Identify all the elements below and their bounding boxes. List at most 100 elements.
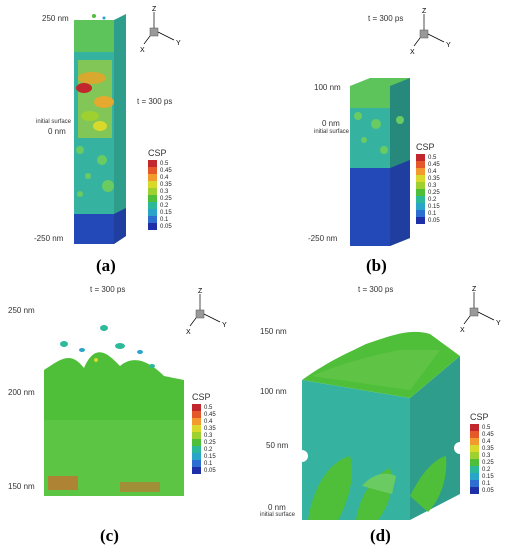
colorbar-level: 0.45 [416, 161, 440, 168]
colorbar-value: 0.3 [428, 182, 437, 189]
colorbar-swatch [470, 452, 479, 459]
tick-a-0: 0 nm [48, 127, 66, 136]
axis-z-b: Z [422, 8, 427, 15]
colorbar-level: 0.1 [148, 216, 172, 223]
colorbar-swatch [416, 203, 425, 210]
colorbar-value: 0.5 [428, 154, 437, 161]
colorbar-value: 0.4 [160, 174, 169, 181]
colorbar-level: 0.3 [148, 188, 172, 195]
tick-a-250: 250 nm [42, 14, 69, 23]
colorbar-title-b: CSP [416, 142, 435, 152]
colorbar-swatch [148, 181, 157, 188]
colorbar-swatch [416, 161, 425, 168]
caption-b: (b) [366, 256, 387, 275]
colorbar-level: 0.05 [148, 223, 172, 230]
colorbar-swatch [416, 210, 425, 217]
simulation-box-d [296, 331, 466, 520]
caption-d: (d) [370, 526, 391, 545]
colorbar-swatch [470, 424, 479, 431]
colorbar-swatch [470, 438, 479, 445]
colorbar-value: 0.1 [160, 216, 169, 223]
colorbar-value: 0.5 [160, 160, 169, 167]
axis-triad-b: Z Y X [410, 8, 451, 56]
colorbar-value: 0.15 [428, 203, 440, 210]
colorbar-swatch [470, 466, 479, 473]
colorbar-level: 0.25 [416, 189, 440, 196]
colorbar-level: 0.3 [192, 432, 216, 439]
colorbar-level: 0.3 [416, 182, 440, 189]
colorbar-swatch [192, 418, 201, 425]
colorbar-swatch [192, 439, 201, 446]
axis-x-b: X [410, 49, 415, 56]
panel-d: t = 300 ps 150 nm 100 nm 50 nm 0 nm init… [260, 280, 515, 550]
colorbar-swatch [192, 460, 201, 467]
colorbar-swatch [192, 453, 201, 460]
colorbar-value: 0.4 [482, 438, 491, 445]
colorbar-b: CSP 0.5 0.45 0.4 0.35 0.3 0.25 0.2 0.15 0.1 0.05 [416, 142, 440, 224]
time-label-d: t = 300 ps [358, 285, 394, 294]
tick-d-0: 0 nm [268, 503, 286, 512]
colorbar-value: 0.4 [204, 418, 213, 425]
colorbar-swatch [148, 167, 157, 174]
axis-x-a: X [140, 47, 145, 54]
surface-label-b: initial surface [314, 129, 350, 135]
colorbar-level: 0.15 [192, 453, 216, 460]
colorbar-level: 0.5 [416, 154, 440, 161]
colorbar-value: 0.4 [428, 168, 437, 175]
colorbar-scale-a: 0.5 0.45 0.4 0.35 0.3 0.25 0.2 0.15 0.1 0.05 [148, 160, 172, 230]
colorbar-level: 0.45 [470, 431, 494, 438]
colorbar-swatch [470, 459, 479, 466]
colorbar-value: 0.2 [160, 202, 169, 209]
colorbar-value: 0.25 [204, 439, 216, 446]
axis-x-c: X [186, 329, 191, 336]
colorbar-level: 0.15 [416, 203, 440, 210]
colorbar-value: 0.2 [428, 196, 437, 203]
colorbar-swatch [470, 473, 479, 480]
panel-c: t = 300 ps 250 nm 200 nm 150 nm Z Y X CS… [0, 280, 260, 550]
colorbar-value: 0.5 [482, 424, 491, 431]
colorbar-value: 0.2 [482, 466, 491, 473]
simulation-box-b [350, 78, 410, 246]
colorbar-value: 0.45 [428, 161, 440, 168]
colorbar-level: 0.25 [192, 439, 216, 446]
tick-d-150: 150 nm [260, 327, 287, 336]
colorbar-c: CSP 0.5 0.45 0.4 0.35 0.3 0.25 0.2 0.15 0.1 0.05 [192, 392, 216, 474]
colorbar-value: 0.45 [204, 411, 216, 418]
colorbar-value: 0.15 [204, 453, 216, 460]
colorbar-level: 0.4 [416, 168, 440, 175]
axis-z-a: Z [152, 6, 157, 13]
tick-c-150: 150 nm [8, 482, 35, 491]
colorbar-level: 0.2 [192, 446, 216, 453]
colorbar-level: 0.35 [470, 445, 494, 452]
colorbar-scale-c: 0.5 0.45 0.4 0.35 0.3 0.25 0.2 0.15 0.1 0.05 [192, 404, 216, 474]
colorbar-value: 0.5 [204, 404, 213, 411]
tick-d-50: 50 nm [266, 441, 289, 450]
colorbar-swatch [148, 174, 157, 181]
colorbar-level: 0.2 [416, 196, 440, 203]
colorbar-level: 0.35 [192, 425, 216, 432]
colorbar-value: 0.05 [482, 487, 494, 494]
colorbar-swatch [148, 195, 157, 202]
colorbar-value: 0.25 [160, 195, 172, 202]
colorbar-value: 0.35 [428, 175, 440, 182]
colorbar-title-d: CSP [470, 412, 489, 422]
colorbar-swatch [416, 154, 425, 161]
axis-z-d: Z [472, 286, 477, 293]
colorbar-level: 0.1 [470, 480, 494, 487]
colorbar-title-c: CSP [192, 392, 211, 402]
axis-triad-d: Z Y X [460, 286, 501, 334]
colorbar-value: 0.05 [160, 223, 172, 230]
colorbar-value: 0.2 [204, 446, 213, 453]
time-label-c: t = 300 ps [90, 285, 126, 294]
colorbar-swatch [470, 431, 479, 438]
colorbar-value: 0.15 [482, 473, 494, 480]
tick-b-0: 0 nm [322, 119, 340, 128]
simulation-box-a [74, 14, 126, 244]
colorbar-swatch [148, 202, 157, 209]
colorbar-level: 0.1 [416, 210, 440, 217]
colorbar-level: 0.15 [148, 209, 172, 216]
colorbar-swatch [416, 189, 425, 196]
axis-x-d: X [460, 327, 465, 334]
colorbar-swatch [416, 182, 425, 189]
caption-c: (c) [100, 526, 119, 545]
